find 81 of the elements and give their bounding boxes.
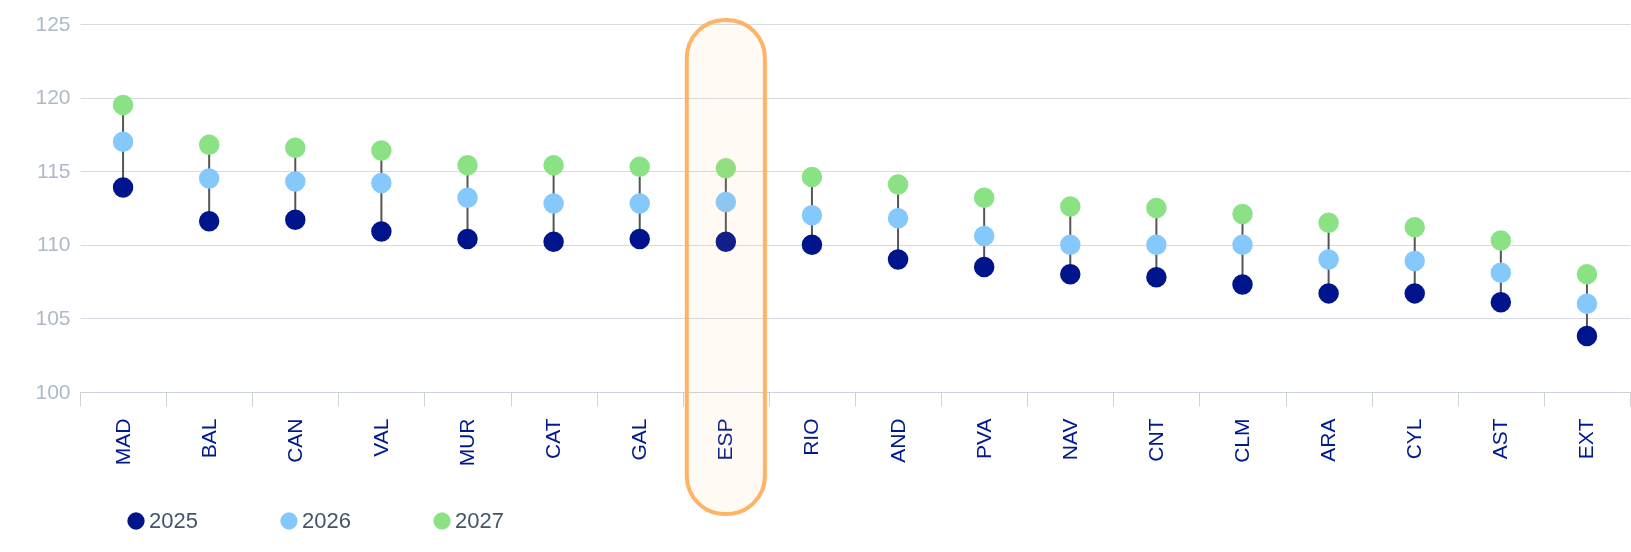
point bbox=[973, 225, 995, 247]
point bbox=[887, 208, 909, 229]
x-tick-label: BAL bbox=[196, 418, 220, 459]
x-tick-label: MUR bbox=[455, 418, 478, 467]
point bbox=[285, 209, 306, 230]
y-tick-label: 100 bbox=[35, 379, 71, 403]
point bbox=[1404, 283, 1425, 304]
point bbox=[629, 228, 650, 250]
point bbox=[1146, 197, 1167, 219]
x-tick-label: ARA bbox=[1316, 418, 1340, 462]
x-tick-label: CYL bbox=[1402, 418, 1426, 460]
point bbox=[1060, 264, 1081, 285]
point bbox=[1576, 264, 1598, 285]
point bbox=[371, 221, 392, 242]
x-tick-label: CLM bbox=[1230, 418, 1253, 463]
point bbox=[715, 158, 737, 179]
x-tick-label: CAN bbox=[282, 418, 306, 463]
y-tick-label: 110 bbox=[37, 232, 71, 256]
point bbox=[1146, 234, 1167, 256]
x-tick-label: GAL bbox=[627, 418, 651, 461]
point bbox=[887, 174, 909, 195]
point bbox=[1232, 203, 1253, 225]
y-tick-label: 105 bbox=[35, 305, 71, 329]
point bbox=[285, 137, 306, 158]
point bbox=[973, 187, 995, 208]
legend-label: 2027 bbox=[455, 508, 504, 533]
point bbox=[801, 205, 823, 226]
point bbox=[457, 228, 478, 250]
point bbox=[1490, 262, 1512, 283]
point bbox=[543, 193, 564, 214]
x-tick-label: CNT bbox=[1143, 418, 1167, 462]
point bbox=[1576, 293, 1598, 314]
point bbox=[457, 187, 478, 208]
point bbox=[371, 172, 392, 194]
point bbox=[457, 155, 478, 176]
point bbox=[1318, 283, 1339, 304]
point bbox=[1404, 216, 1425, 238]
point bbox=[1060, 196, 1081, 217]
legend-label: 2025 bbox=[149, 508, 198, 533]
point bbox=[112, 94, 134, 116]
x-tick-label: AND bbox=[885, 418, 909, 463]
y-tick-label: 120 bbox=[35, 85, 71, 109]
point bbox=[1060, 234, 1081, 256]
x-tick-label: ESP bbox=[713, 418, 737, 461]
point bbox=[1318, 249, 1339, 270]
point bbox=[629, 156, 650, 178]
x-tick-label: CAT bbox=[541, 418, 565, 459]
point bbox=[198, 211, 220, 232]
point bbox=[715, 191, 737, 213]
x-tick-label: RIO bbox=[799, 418, 823, 456]
point bbox=[371, 140, 392, 161]
point bbox=[801, 234, 823, 256]
legend-label: 2026 bbox=[302, 508, 351, 533]
y-tick-label: 115 bbox=[37, 158, 71, 182]
y-tick-label: 125 bbox=[35, 11, 71, 35]
x-tick-label: EXT bbox=[1574, 418, 1598, 460]
point bbox=[1490, 230, 1512, 251]
x-tick-label: NAV bbox=[1057, 418, 1081, 461]
point bbox=[887, 249, 909, 270]
point bbox=[973, 256, 995, 278]
point bbox=[629, 193, 650, 214]
x-tick-label: PVA bbox=[971, 418, 995, 459]
point bbox=[1232, 234, 1253, 256]
point bbox=[285, 171, 306, 192]
point bbox=[1146, 266, 1167, 288]
point bbox=[1576, 325, 1598, 347]
point bbox=[112, 177, 134, 198]
x-tick-label: MAD bbox=[110, 418, 134, 466]
point bbox=[1318, 212, 1339, 233]
point bbox=[715, 231, 737, 253]
point bbox=[198, 168, 220, 189]
point bbox=[198, 134, 220, 155]
point bbox=[1404, 250, 1425, 272]
point bbox=[1232, 274, 1253, 295]
x-tick-label: VAL bbox=[368, 418, 392, 457]
point bbox=[1490, 291, 1512, 313]
point bbox=[801, 166, 823, 188]
point bbox=[112, 131, 134, 152]
x-tick-label: AST bbox=[1488, 418, 1512, 460]
point bbox=[543, 155, 564, 176]
point bbox=[543, 231, 564, 253]
